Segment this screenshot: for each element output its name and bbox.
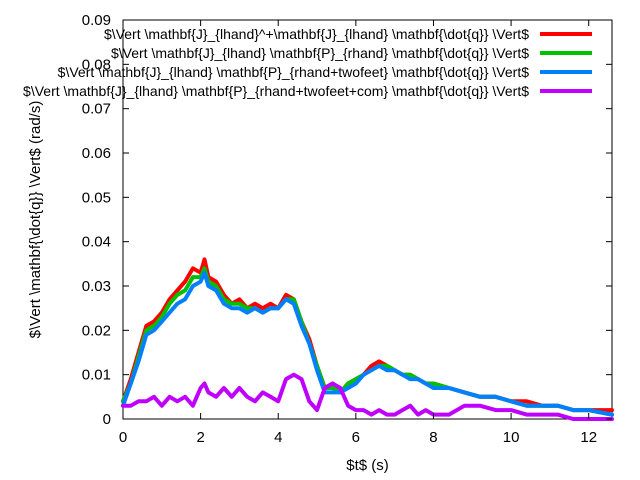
- x-tick-label: 2: [196, 429, 204, 446]
- series-line-2: [121, 266, 614, 417]
- y-tick-label: 0.02: [82, 322, 111, 339]
- x-tick-label: 10: [503, 429, 520, 446]
- x-tick-label: 0: [119, 429, 127, 446]
- series-line-4: [121, 372, 614, 421]
- x-axis-label: $t$ (s): [346, 457, 389, 474]
- legend-entry-label: $\Vert \mathbf{J}_{lhand} \mathbf{P}_{rh…: [58, 64, 530, 80]
- y-tick-label: 0: [103, 411, 111, 428]
- y-tick-label: 0.01: [82, 367, 111, 384]
- x-axis-ticks: 0 2 4 6 8 10 12: [119, 20, 597, 446]
- plot-frame: [122, 19, 613, 420]
- y-tick-label: 0.04: [82, 234, 111, 251]
- legend-entry-label: $\Vert \mathbf{J}_{lhand} \mathbf{P}_{rh…: [111, 45, 529, 61]
- legend-entry-label: $\Vert \mathbf{J}_{lhand}^+\mathbf{J}_{l…: [104, 26, 529, 42]
- y-tick-label: 0.08: [82, 56, 111, 73]
- plot-area: [121, 19, 614, 421]
- y-axis-label: $\Vert \mathbf{\dot{q}} \Vert$ (rad/s): [27, 101, 44, 339]
- legend: $\Vert \mathbf{J}_{lhand}^+\mathbf{J}_{l…: [23, 26, 592, 99]
- y-tick-label: 0.06: [82, 145, 111, 162]
- series-layer: [121, 257, 614, 421]
- x-tick-label: 12: [580, 429, 597, 446]
- x-tick-label: 8: [429, 429, 437, 446]
- x-tick-label: 4: [274, 429, 282, 446]
- y-tick-label: 0.05: [82, 189, 111, 206]
- series-line-3: [121, 270, 614, 417]
- x-tick-label: 6: [352, 429, 360, 446]
- legend-entry-label: $\Vert \mathbf{J}_{lhand} \mathbf{P}_{rh…: [23, 83, 529, 99]
- y-tick-label: 0.03: [82, 278, 111, 295]
- y-tick-label: 0.09: [82, 12, 111, 29]
- y-axis-ticks: 0 0.01 0.02 0.03 0.04 0.05 0.06 0.07 0.08 0.09: [82, 12, 612, 428]
- y-tick-label: 0.07: [82, 101, 111, 118]
